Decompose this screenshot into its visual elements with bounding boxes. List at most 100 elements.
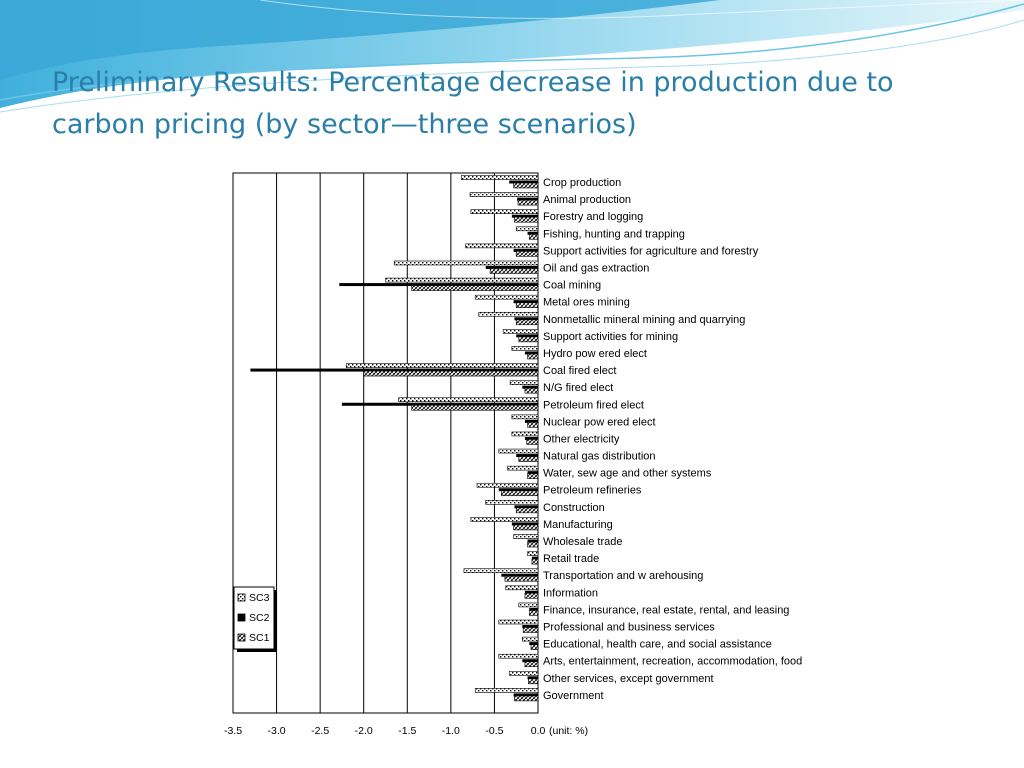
- bar-sc2: [514, 505, 538, 509]
- bar-sc3: [469, 192, 539, 197]
- bar-sc2: [513, 248, 538, 252]
- bar-sc1: [528, 678, 539, 685]
- bar-sc3: [485, 500, 539, 505]
- bar-sc2: [522, 659, 538, 663]
- bar-sc1: [527, 422, 539, 428]
- x-tick-label: -3.0: [268, 725, 286, 737]
- bar-sc3: [513, 534, 539, 539]
- bar-sc1: [524, 387, 539, 394]
- sector-label: Coal mining: [543, 280, 601, 292]
- legend-swatch-sc3: [237, 593, 246, 602]
- bar-sc3: [476, 482, 539, 488]
- sector-label: Support activities for mining: [543, 331, 678, 343]
- x-tick-label: -1.0: [442, 725, 460, 737]
- x-tick-label: -1.5: [398, 725, 416, 737]
- sector-label: Support activities for agriculture and f…: [543, 245, 759, 257]
- sector-label: Finance, insurance, real estate, rental,…: [543, 604, 789, 616]
- bar-sc1: [504, 575, 539, 582]
- bar-sc1: [489, 268, 539, 274]
- bar-sc3: [470, 517, 539, 522]
- bar-sc1: [515, 251, 539, 257]
- bar-sc3: [508, 671, 539, 676]
- bar-sc2: [527, 676, 538, 680]
- bar-sc2: [524, 436, 538, 440]
- bar-sc2: [485, 265, 538, 269]
- bar-sc3: [515, 226, 539, 232]
- bar-sc3: [393, 260, 539, 266]
- bar-sc3: [478, 311, 539, 317]
- x-tick-label: -3.5: [224, 725, 242, 737]
- bar-sc3: [398, 397, 539, 403]
- bar-sc2: [522, 625, 538, 629]
- sector-label: Metal ores mining: [543, 297, 630, 309]
- sector-label: Other electricity: [543, 433, 620, 445]
- bar-sc3: [461, 175, 539, 180]
- bar-sc3: [511, 431, 539, 437]
- bar-sc2: [339, 283, 538, 287]
- x-unit-label: (unit: %): [549, 725, 588, 737]
- header-wave-decoration: [0, 0, 1024, 113]
- bar-sc1: [524, 661, 539, 668]
- bar-sc2: [516, 334, 538, 338]
- bar-sc1: [515, 302, 539, 308]
- x-tick-label: -2.0: [355, 725, 373, 737]
- bar-sc2: [529, 642, 538, 646]
- legend-label-sc2: SC2: [249, 612, 270, 624]
- legend-label-sc1: SC1: [249, 632, 270, 644]
- sector-label: Oil and gas extraction: [543, 262, 649, 274]
- bar-sc1: [517, 199, 539, 206]
- bar-sc2: [527, 231, 538, 235]
- bar-sc1: [522, 627, 539, 633]
- bar-sc2: [514, 317, 538, 321]
- bar-sc1: [518, 336, 539, 343]
- x-tick-label: -2.5: [311, 725, 329, 737]
- bar-sc1: [513, 182, 539, 189]
- bar-sc2: [341, 402, 538, 406]
- sector-label: Wholesale trade: [543, 536, 623, 548]
- bar-sc1: [527, 541, 539, 548]
- bar-sc3: [465, 243, 539, 249]
- sector-label: Manufacturing: [543, 519, 613, 531]
- bar-sc1: [501, 490, 539, 497]
- bar-sc3: [507, 465, 539, 471]
- bar-sc2: [522, 385, 538, 389]
- bar-sc3: [345, 363, 539, 368]
- sector-label: Educational, health care, and social ass…: [543, 639, 772, 651]
- sector-label: Animal production: [543, 194, 631, 206]
- bar-sc2: [511, 214, 538, 218]
- sector-label: Nuclear pow ered elect: [543, 416, 656, 428]
- bar-sc1: [515, 319, 539, 326]
- bar-sc2: [527, 471, 538, 475]
- bar-sc2: [524, 590, 538, 594]
- bar-sc2: [501, 573, 538, 577]
- bar-sc3: [474, 294, 539, 300]
- sector-label: Crop production: [543, 177, 621, 189]
- bar-sc3: [522, 636, 539, 642]
- sector-label: Hydro pow ered elect: [543, 348, 647, 360]
- bar-sc1: [411, 285, 539, 291]
- bar-sc1: [530, 644, 539, 650]
- bar-sc3: [498, 448, 539, 454]
- bar-sc3: [527, 551, 539, 556]
- legend-swatch-sc1: [237, 633, 246, 642]
- sector-label: Natural gas distribution: [543, 451, 656, 463]
- bar-sc3: [511, 346, 539, 351]
- bar-sc3: [463, 568, 539, 574]
- bar-sc1: [528, 610, 539, 616]
- bar-sc3: [498, 653, 539, 659]
- bar-sc2: [511, 522, 538, 526]
- bar-sc1: [528, 233, 539, 240]
- bar-sc2: [527, 539, 538, 543]
- bar-sc1: [527, 473, 539, 479]
- bar-sc2: [498, 488, 538, 492]
- bar-sc2: [250, 368, 538, 372]
- sector-label: Government: [543, 690, 604, 702]
- bar-sc3: [385, 277, 539, 283]
- sector-label: Other services, except government: [543, 673, 714, 685]
- bar-sc2: [524, 419, 538, 423]
- bar-sc1: [513, 524, 539, 531]
- legend-label-sc3: SC3: [249, 592, 270, 604]
- sector-label: Forestry and logging: [543, 211, 643, 223]
- sector-label: Petroleum fired elect: [543, 399, 644, 411]
